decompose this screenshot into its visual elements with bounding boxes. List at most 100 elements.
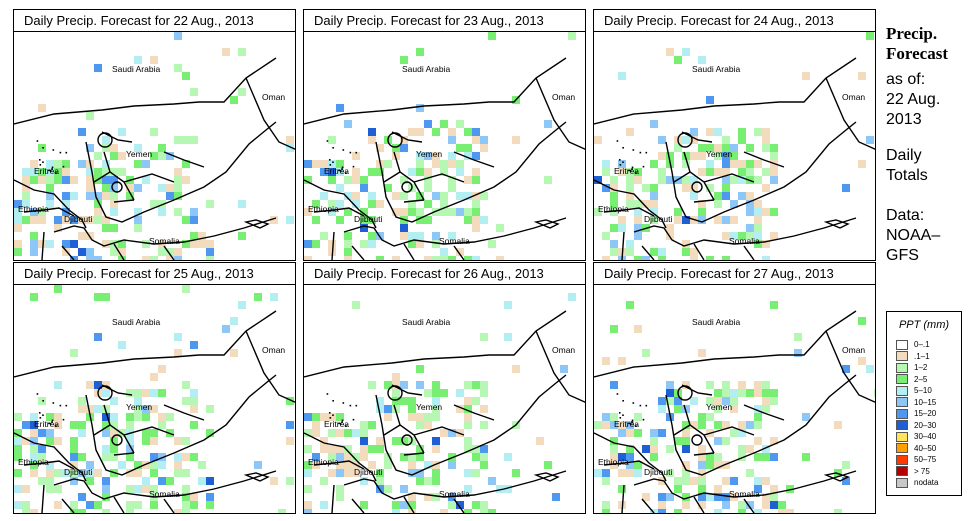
precip-cell	[682, 160, 690, 168]
precip-cell	[134, 461, 142, 469]
island-mark	[342, 149, 345, 151]
precip-cell	[754, 509, 762, 513]
precip-cell	[352, 453, 360, 461]
precip-cell	[714, 493, 722, 501]
precip-cell	[174, 184, 182, 192]
precip-cell	[368, 421, 376, 429]
precip-cell	[658, 405, 666, 413]
island-mark	[42, 414, 44, 416]
precip-map[interactable]: Saudi Arabia Oman Yemen Eritrea Ethiopia Djib…	[13, 284, 296, 514]
island-mark	[36, 393, 39, 395]
precip-cell	[102, 405, 110, 413]
sidebar-asof-label: as of:	[886, 71, 926, 88]
precip-cell	[698, 461, 706, 469]
precip-cell	[834, 509, 842, 513]
precip-cell	[472, 128, 480, 136]
precip-cell	[102, 136, 110, 144]
precip-cell	[344, 120, 352, 128]
precip-cell	[424, 152, 432, 160]
precip-cell	[110, 208, 118, 216]
precip-cell	[54, 437, 62, 445]
precip-cell	[102, 413, 110, 421]
precip-cell	[360, 501, 368, 509]
island-mark	[62, 418, 65, 421]
island-mark	[645, 151, 648, 154]
boundary-line	[641, 245, 655, 260]
precip-cell	[722, 192, 730, 200]
precip-cell	[190, 421, 198, 429]
precip-map[interactable]: Saudi Arabia Oman Yemen Eritrea Ethiopia Djib…	[303, 284, 586, 514]
precip-cell	[70, 216, 78, 224]
precip-cell	[328, 413, 336, 421]
precip-cell	[738, 168, 746, 176]
legend-label: 0–.1	[914, 340, 930, 349]
precip-cell	[544, 176, 552, 184]
precip-cell	[360, 429, 368, 437]
precip-cell	[238, 301, 246, 309]
precip-cell	[714, 200, 722, 208]
precip-map[interactable]: Saudi Arabia Oman Yemen Eritrea Ethiopia Djib…	[593, 31, 876, 261]
precip-cell	[714, 461, 722, 469]
precip-cell	[78, 160, 86, 168]
precip-cell	[738, 445, 746, 453]
precip-cell	[480, 405, 488, 413]
precip-cell	[610, 445, 618, 453]
precip-cell	[166, 248, 174, 256]
island-mark	[42, 146, 44, 149]
precip-cell	[746, 445, 754, 453]
precip-cell	[456, 208, 464, 216]
precip-cell	[416, 232, 424, 240]
precip-cell	[456, 248, 464, 256]
precip-cell	[408, 405, 416, 413]
boundary-line	[825, 77, 875, 150]
precip-cell	[22, 485, 30, 493]
precip-cell	[650, 184, 658, 192]
precip-cell	[714, 152, 722, 160]
map-label-saudi: Saudi Arabia	[112, 317, 160, 327]
legend-swatch	[896, 477, 908, 488]
precip-cell	[400, 192, 408, 200]
precip-cell	[14, 501, 22, 509]
precip-cell	[158, 184, 166, 192]
precip-cell	[658, 248, 666, 256]
precip-cell	[126, 421, 134, 429]
precip-cell	[174, 176, 182, 184]
precip-cell	[634, 461, 642, 469]
precip-cell	[754, 389, 762, 397]
precip-cell	[78, 232, 86, 240]
boundary-line	[743, 404, 785, 421]
precip-cell	[722, 501, 730, 509]
precip-cell	[110, 192, 118, 200]
precip-cell	[714, 216, 722, 224]
precip-cell	[714, 192, 722, 200]
precip-cell	[22, 437, 30, 445]
precip-cell	[102, 224, 110, 232]
island-mark	[352, 418, 355, 421]
precip-cell	[304, 256, 312, 260]
precip-cell	[706, 461, 714, 469]
precip-cell	[54, 413, 62, 421]
precip-cell	[360, 176, 368, 184]
precip-cell	[610, 248, 618, 256]
precip-cell	[102, 192, 110, 200]
precip-cell	[352, 152, 360, 160]
precip-cell	[488, 477, 496, 485]
precip-cell	[432, 413, 440, 421]
map-label-djibouti: Djibouti	[644, 214, 672, 224]
precip-cell	[70, 437, 78, 445]
precip-cell	[150, 56, 158, 64]
precip-cell	[706, 413, 714, 421]
precip-cell	[70, 349, 78, 357]
precip-cell	[22, 501, 30, 509]
precip-cell	[730, 429, 738, 437]
precip-cell	[86, 381, 94, 389]
precip-map[interactable]: Saudi Arabia Oman Yemen Eritrea Ethiopia Djib…	[593, 284, 876, 514]
precip-cell	[336, 469, 344, 477]
precip-map[interactable]: Saudi Arabia Oman Yemen Eritrea Ethiopia Djib…	[303, 31, 586, 261]
island-mark	[642, 165, 645, 168]
precip-cell	[320, 192, 328, 200]
precip-cell	[618, 168, 626, 176]
precip-map[interactable]: Saudi Arabia Oman Yemen Eritrea Ethiopia Djib…	[13, 31, 296, 261]
precip-cell	[14, 200, 22, 208]
precip-cell	[866, 365, 874, 373]
